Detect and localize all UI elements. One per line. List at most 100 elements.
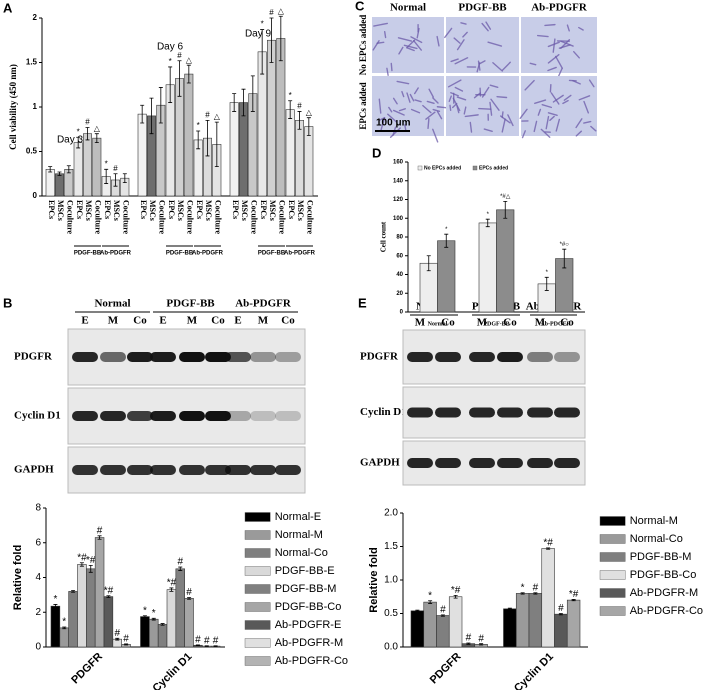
lane-label: M xyxy=(535,317,546,329)
legend-swatch xyxy=(599,570,626,580)
bar xyxy=(267,39,276,197)
significance-mark: # xyxy=(205,110,210,119)
y-tick-label: 4 xyxy=(35,572,41,583)
lane-label: Co xyxy=(560,317,574,329)
error-bar xyxy=(71,590,76,593)
cell xyxy=(560,40,574,47)
significance-mark: # xyxy=(177,51,182,60)
cell xyxy=(537,108,542,116)
blot-band xyxy=(275,352,301,362)
cell xyxy=(396,80,410,85)
cell xyxy=(578,26,584,31)
error-bar xyxy=(558,613,563,616)
legend-label: No EPCs added xyxy=(424,165,461,171)
cell xyxy=(483,128,493,133)
cell xyxy=(524,79,535,91)
cell xyxy=(588,79,595,88)
x-tick-label: Coculture xyxy=(157,200,166,235)
legend-label: PDGF-BB-Co xyxy=(630,569,697,581)
lane-label: E xyxy=(234,315,241,327)
blot-band xyxy=(127,465,153,475)
error-bar xyxy=(88,564,93,573)
lane-label: M xyxy=(108,315,119,327)
cell xyxy=(410,108,421,114)
error-bar xyxy=(168,66,173,103)
bar xyxy=(166,589,177,648)
blot-band xyxy=(469,458,495,468)
y-tick-label: 0.5 xyxy=(384,608,398,619)
legend-label: Normal-M xyxy=(275,529,323,541)
legend-label: Normal-Co xyxy=(275,547,328,559)
subgroup-label: PDGF-BB xyxy=(74,251,102,257)
cell xyxy=(406,47,415,52)
error-bar xyxy=(115,637,120,641)
cell xyxy=(478,107,492,110)
cell xyxy=(521,130,526,139)
bar xyxy=(68,591,78,648)
y-tick-label: 120 xyxy=(393,197,404,203)
significance-mark: * xyxy=(546,270,549,276)
error-bar xyxy=(232,93,237,112)
error-bar xyxy=(466,642,471,645)
cell xyxy=(540,128,551,138)
error-bar xyxy=(104,168,109,184)
y-tick-label: 1.0 xyxy=(384,575,398,586)
legend-swatch xyxy=(244,602,271,612)
cell xyxy=(456,96,467,101)
blot-band xyxy=(554,458,580,468)
lane-label: Co xyxy=(503,317,517,329)
y-tick-label: 2.0 xyxy=(384,508,398,519)
blot-column-label: PDGF-BB xyxy=(166,298,215,310)
error-bar xyxy=(149,97,154,135)
significance-mark: # xyxy=(478,633,484,644)
cell xyxy=(541,103,552,109)
blot-row-label: GAPDH xyxy=(360,457,400,469)
blot-band xyxy=(554,407,580,418)
cell xyxy=(519,108,528,119)
column-label: Normal xyxy=(390,2,426,14)
bar xyxy=(86,568,96,648)
significance-mark: *# xyxy=(167,578,177,589)
legend-swatch xyxy=(244,548,271,558)
y-tick-label: 0 xyxy=(400,310,404,316)
error-bar xyxy=(62,626,67,630)
bar xyxy=(528,593,543,648)
error-bar xyxy=(533,592,538,595)
error-bar xyxy=(250,75,255,112)
x-tick-label: Normal xyxy=(428,321,448,327)
y-tick-label: 0 xyxy=(35,642,41,653)
cell xyxy=(398,108,406,112)
legend-label: Ab-PDGFR-M xyxy=(630,587,698,599)
legend-label: PDGF-BB-Co xyxy=(275,601,342,613)
cell xyxy=(387,113,398,123)
subgroup-label: Ab-PDGFR xyxy=(100,251,132,257)
blot-row-label: GAPDH xyxy=(14,464,54,476)
cell xyxy=(547,112,558,117)
bar xyxy=(184,73,194,197)
bar xyxy=(515,593,530,648)
significance-mark: *# xyxy=(543,537,553,548)
cell xyxy=(496,95,508,99)
subgroup-label: Ab-PDGFR xyxy=(192,251,224,257)
cell xyxy=(427,117,430,130)
blot-band xyxy=(205,352,231,362)
cell xyxy=(501,118,506,133)
x-tick-label: EPCs xyxy=(231,200,240,219)
x-tick-label: EPCs xyxy=(103,200,112,219)
panel-label: C xyxy=(355,0,365,13)
cell xyxy=(534,99,547,105)
bar xyxy=(77,564,87,648)
legend-swatch xyxy=(244,584,271,594)
legend-swatch xyxy=(599,606,626,616)
blot-band xyxy=(225,411,251,421)
blot-band xyxy=(179,411,205,421)
significance-mark: # xyxy=(97,525,103,536)
cell xyxy=(380,116,386,132)
error-bar xyxy=(66,165,71,174)
lane-label: M xyxy=(477,317,488,329)
bar xyxy=(496,209,515,313)
cell xyxy=(389,127,401,138)
bar xyxy=(149,618,159,648)
error-bar xyxy=(177,60,182,97)
blot-row-label: Cyclin D1 xyxy=(14,410,61,422)
